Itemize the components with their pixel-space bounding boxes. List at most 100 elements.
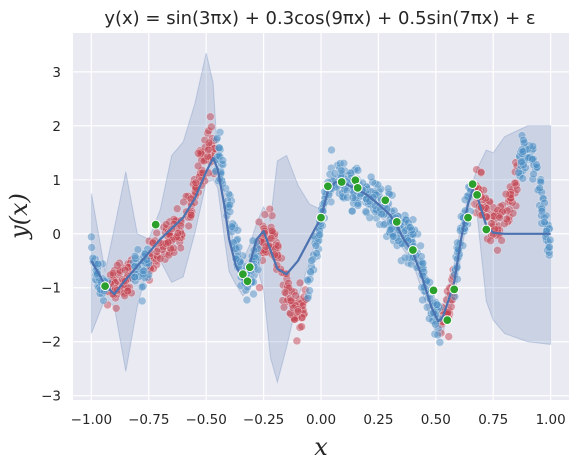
observed-point <box>377 209 386 219</box>
heldout-point <box>156 254 165 263</box>
observed-point <box>517 157 526 166</box>
observed-point <box>306 267 315 276</box>
heldout-point <box>495 213 504 222</box>
training-point <box>352 183 363 193</box>
heldout-point <box>293 307 303 316</box>
heldout-point <box>191 178 201 188</box>
training-points <box>100 175 492 326</box>
heldout-point <box>487 219 496 228</box>
training-point <box>391 217 402 227</box>
heldout-point <box>173 228 183 238</box>
training-point <box>481 224 492 235</box>
heldout-point <box>260 210 270 219</box>
y-axis-label: y(x) <box>5 193 33 240</box>
heldout-point <box>476 167 486 177</box>
y-tick-label: 3 <box>52 65 61 81</box>
heldout-point <box>152 228 161 238</box>
heldout-point <box>204 145 213 155</box>
heldout-point <box>176 243 185 253</box>
heldout-point <box>502 214 511 224</box>
observed-point <box>361 207 370 216</box>
observed-point <box>224 189 234 199</box>
heldout-point <box>111 304 121 313</box>
observed-point <box>307 256 316 265</box>
heldout-point <box>120 265 130 275</box>
observed-point <box>348 206 357 216</box>
training-point <box>323 181 333 192</box>
observed-point <box>535 183 544 193</box>
y-tick-label: 2 <box>52 119 61 135</box>
observed-point <box>130 272 139 282</box>
heldout-point <box>267 226 277 236</box>
training-point <box>463 212 473 223</box>
observed-point <box>353 201 363 210</box>
y-tick-label: 1 <box>52 173 61 189</box>
observed-point <box>545 235 555 245</box>
observed-point <box>233 226 243 235</box>
observed-point <box>99 296 108 305</box>
x-axis-label: x <box>314 433 328 461</box>
x-tick-label: −0.75 <box>128 412 169 428</box>
observed-point <box>311 241 321 250</box>
heldout-point <box>204 138 214 148</box>
observed-point <box>348 193 358 202</box>
heldout-point <box>179 197 188 207</box>
training-point <box>238 269 248 280</box>
grid-lines <box>73 33 569 400</box>
heldout-point <box>176 221 186 230</box>
observed-point <box>87 232 96 242</box>
observed-point <box>386 225 395 235</box>
heldout-point <box>123 286 132 296</box>
heldout-point <box>113 261 122 270</box>
heldout-point <box>164 238 173 247</box>
observed-point <box>139 266 148 276</box>
observed-point <box>337 166 346 175</box>
observed-point <box>133 245 143 254</box>
x-tick-label: 0.50 <box>421 412 451 428</box>
heldout-point <box>273 241 283 250</box>
observed-point <box>312 249 321 258</box>
observed-point <box>394 236 403 246</box>
observed-point <box>305 286 314 295</box>
heldout-point <box>297 313 307 322</box>
training-point <box>336 177 347 187</box>
observed-point <box>537 207 547 216</box>
heldout-point <box>486 236 495 245</box>
observed-point <box>303 294 312 303</box>
heldout-point <box>292 336 302 346</box>
observed-point <box>225 207 235 216</box>
heldout-point <box>108 269 118 278</box>
observed-point <box>532 160 541 169</box>
observed-point <box>432 300 442 309</box>
observed-point <box>518 147 527 156</box>
heldout-point <box>510 178 519 188</box>
observed-point <box>529 169 538 179</box>
observed-point <box>330 169 339 178</box>
x-tick-label: −0.50 <box>185 412 226 428</box>
y-tick-label: 0 <box>52 227 61 243</box>
observed-point <box>540 217 549 227</box>
heldout-point <box>207 122 216 132</box>
observed-point <box>327 145 336 155</box>
heldout-point <box>493 246 502 255</box>
training-point <box>242 276 253 287</box>
observed-point <box>433 330 442 340</box>
training-point <box>472 190 483 200</box>
x-tick-label: 0.00 <box>306 412 336 428</box>
heldout-point <box>279 303 289 312</box>
mean-curve <box>90 157 551 323</box>
observed-point <box>234 243 244 252</box>
training-point <box>442 315 453 326</box>
y-tick-labels: −3 −2 −1 0 1 2 3 <box>41 65 61 405</box>
y-tick-label: −2 <box>41 335 61 351</box>
x-tick-label: −0.25 <box>243 412 284 428</box>
observed-point <box>528 142 538 151</box>
observed-point <box>545 242 554 252</box>
observed-point <box>366 172 376 182</box>
observed-point <box>137 282 147 292</box>
observed-point <box>518 174 527 183</box>
observed-point <box>339 159 348 168</box>
training-point <box>449 284 460 295</box>
observed-point <box>87 243 96 252</box>
heldout-point <box>291 291 300 300</box>
